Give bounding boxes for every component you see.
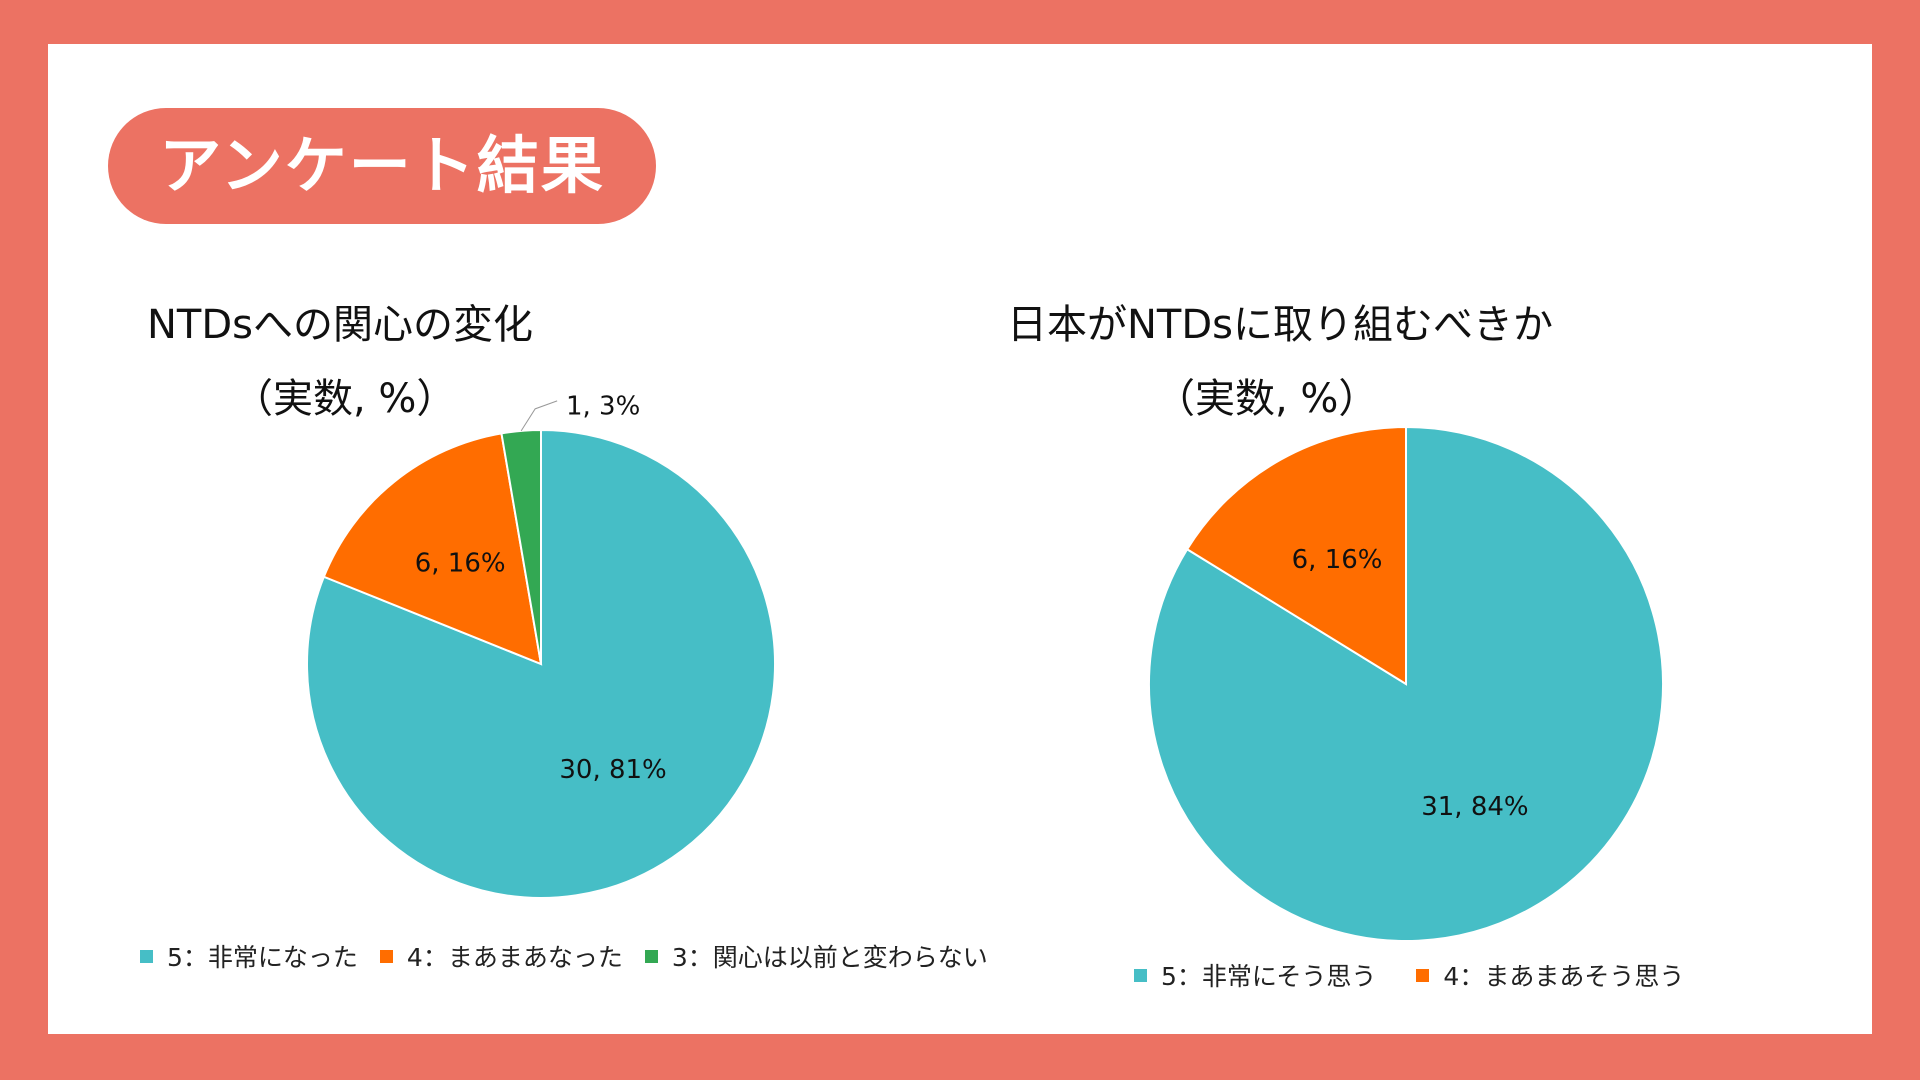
chart2-legend-swatch-2 xyxy=(1416,968,1430,982)
chart1-data-label-3: 1, 3% xyxy=(566,391,640,421)
chart1-legend-item-3: 3：関心は以前と変わらない xyxy=(644,938,988,974)
chart1-legend-item-1: 5：非常になった xyxy=(140,938,358,974)
chart1-legend-swatch-3 xyxy=(644,949,658,963)
chart1-legend-swatch-1 xyxy=(140,949,153,963)
chart1-data-label-1: 30, 81% xyxy=(559,755,666,785)
chart1-leader-line xyxy=(520,400,558,432)
chart1-legend: 5：非常になった 4：まあまあなった 3：関心は以前と変わらない xyxy=(140,938,1010,974)
chart1-legend-swatch-2 xyxy=(379,949,393,963)
chart2-legend: 5：非常にそう思う 4：まあまあそう思う xyxy=(1134,957,1706,993)
chart2-data-label-1: 31, 84% xyxy=(1421,792,1528,822)
chart2-slice-2 xyxy=(1185,425,1407,686)
chart1-legend-label-2: 4：まあまあなった xyxy=(406,943,623,972)
chart2-legend-label-2: 4：まあまあそう思う xyxy=(1443,962,1685,991)
chart1-slice-2 xyxy=(322,432,543,666)
chart2-title: 日本がNTDsに取り組むべきか xyxy=(1007,302,1553,348)
chart2-data-label-2: 6, 16% xyxy=(1292,545,1383,575)
pie-chart-japan-should-address: 31, 84% 6, 16% xyxy=(1148,425,1664,942)
chart1-subtitle: （実数, %） xyxy=(233,376,457,422)
chart2-subtitle: （実数, %） xyxy=(1155,376,1379,422)
chart1-legend-item-2: 4：まあまあなった xyxy=(379,938,623,974)
chart2-legend-label-1: 5：非常にそう思う xyxy=(1161,962,1377,991)
chart1-data-label-2: 6, 16% xyxy=(415,548,506,578)
chart1-title: NTDsへの関心の変化 xyxy=(147,302,533,348)
pie-chart-interest-change: 30, 81% 6, 16% 1, 3% xyxy=(306,391,776,899)
chart1-legend-label-3: 3：関心は以前と変わらない xyxy=(671,943,988,972)
chart2-legend-swatch-1 xyxy=(1134,968,1147,982)
chart2-legend-item-2: 4：まあまあそう思う xyxy=(1416,957,1684,993)
chart2-legend-item-1: 5：非常にそう思う xyxy=(1134,957,1376,993)
chart1-legend-label-1: 5：非常になった xyxy=(167,943,358,972)
page-title: アンケート結果 xyxy=(108,108,656,224)
